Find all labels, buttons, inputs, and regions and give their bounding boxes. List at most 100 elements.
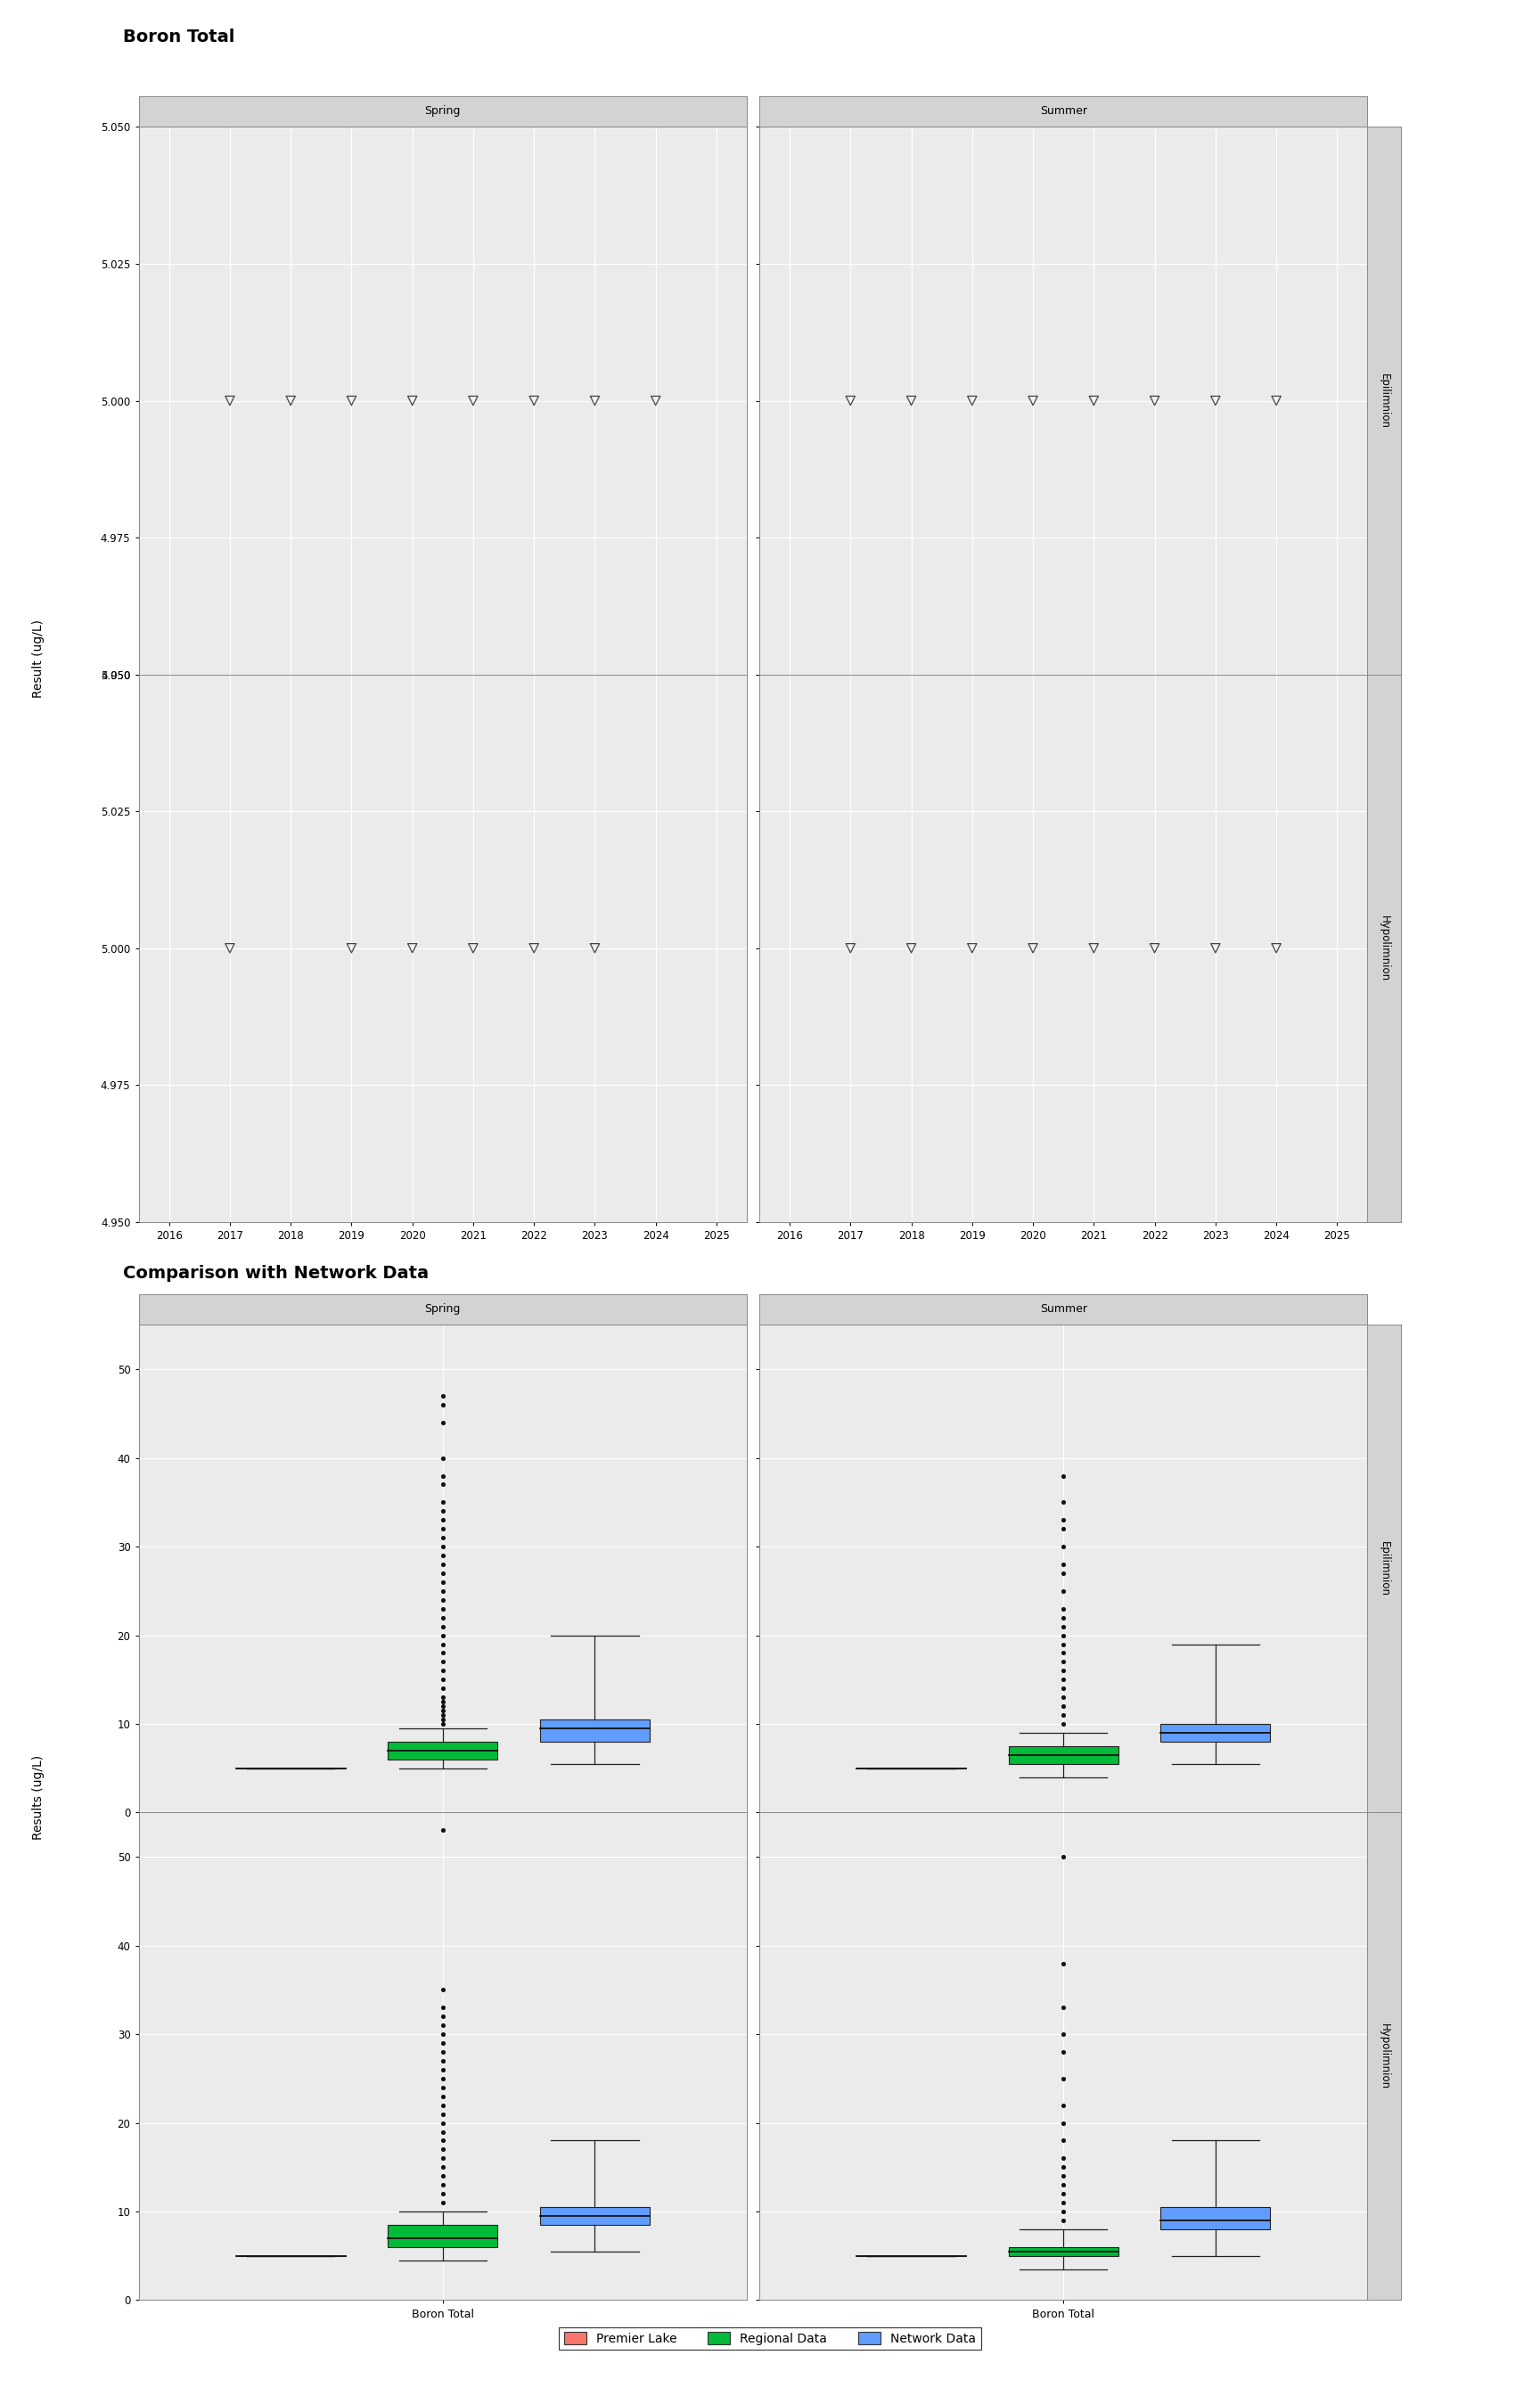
Point	[430, 1385, 456, 1423]
Point	[430, 1562, 456, 1601]
Bar	[1161, 1725, 1270, 1742]
Point	[430, 2041, 456, 2080]
Point	[430, 1457, 456, 1495]
Point	[339, 381, 363, 419]
Text: Result (ug/L): Result (ug/L)	[32, 621, 45, 697]
Point	[430, 1581, 456, 1620]
Point	[430, 1998, 456, 2037]
Point	[430, 1687, 456, 1725]
Point	[430, 2120, 456, 2159]
Point	[1081, 930, 1106, 968]
Point	[1050, 1608, 1075, 1646]
Point	[430, 1572, 456, 1610]
Point	[582, 930, 607, 968]
Text: Spring: Spring	[425, 105, 460, 117]
Point	[430, 1670, 456, 1708]
Point	[430, 1483, 456, 1521]
Point	[1081, 381, 1106, 419]
Point	[1203, 930, 1227, 968]
Bar	[1009, 2247, 1118, 2257]
Bar	[388, 2226, 497, 2247]
Point	[1203, 381, 1227, 419]
Point	[430, 1529, 456, 1567]
Point	[1050, 2166, 1075, 2204]
Point	[430, 2147, 456, 2185]
Point	[430, 1500, 456, 1538]
Point	[430, 1555, 456, 1593]
Point	[1021, 381, 1046, 419]
Point	[1050, 1457, 1075, 1495]
Point	[1050, 1989, 1075, 2027]
Point	[430, 1989, 456, 2027]
Point	[1050, 1651, 1075, 1689]
Point	[430, 1682, 456, 1720]
Point	[430, 2140, 456, 2178]
Point	[430, 1509, 456, 1548]
Point	[430, 2130, 456, 2168]
Point	[1050, 1483, 1075, 1521]
Point	[1050, 1545, 1075, 1584]
Point	[1050, 2183, 1075, 2221]
Point	[430, 1811, 456, 1850]
Point	[1050, 2156, 1075, 2195]
Point	[339, 930, 363, 968]
Point	[430, 2094, 456, 2132]
Point	[1050, 1572, 1075, 1610]
Point	[430, 2104, 456, 2142]
Legend: Premier Lake, Regional Data, Network Data: Premier Lake, Regional Data, Network Dat…	[559, 2327, 981, 2350]
Point	[430, 1651, 456, 1689]
Point	[430, 2113, 456, 2152]
Point	[217, 381, 242, 419]
Point	[1050, 2058, 1075, 2099]
Text: Summer: Summer	[1040, 1303, 1087, 1315]
Point	[1050, 2104, 1075, 2142]
Point	[460, 381, 485, 419]
Text: Comparison with Network Data: Comparison with Network Data	[123, 1265, 430, 1282]
Point	[1050, 2202, 1075, 2240]
Text: Spring: Spring	[425, 1303, 460, 1315]
Point	[430, 2015, 456, 2053]
Point	[430, 2005, 456, 2044]
Point	[430, 2176, 456, 2214]
Point	[1050, 1589, 1075, 1627]
Bar	[1161, 2207, 1270, 2228]
Point	[1050, 1555, 1075, 1593]
Point	[1050, 1634, 1075, 1672]
Point	[430, 1545, 456, 1584]
Point	[1050, 2015, 1075, 2053]
Text: Results (ug/L): Results (ug/L)	[32, 1754, 45, 1840]
Point	[430, 2025, 456, 2063]
Point	[1050, 1509, 1075, 1548]
Point	[430, 2077, 456, 2116]
Point	[430, 1624, 456, 1663]
Point	[430, 1493, 456, 1531]
Point	[430, 1634, 456, 1672]
Point	[400, 381, 425, 419]
Point	[899, 930, 924, 968]
Point	[430, 2058, 456, 2099]
Point	[1050, 2032, 1075, 2070]
Bar	[541, 2207, 650, 2226]
Text: Epilimnion: Epilimnion	[1378, 1541, 1391, 1596]
Point	[430, 1608, 456, 1646]
Point	[1050, 1615, 1075, 1653]
Point	[430, 1706, 456, 1744]
Point	[430, 1644, 456, 1682]
Point	[430, 1378, 456, 1416]
Point	[1050, 1598, 1075, 1636]
Point	[1264, 381, 1289, 419]
Point	[1050, 1687, 1075, 1725]
Point	[400, 930, 425, 968]
Text: Epilimnion: Epilimnion	[1378, 374, 1391, 429]
Point	[1050, 1943, 1075, 1981]
Point	[430, 1615, 456, 1653]
Point	[430, 2051, 456, 2089]
Point	[430, 1692, 456, 1730]
Point	[430, 1696, 456, 1735]
Point	[1050, 1670, 1075, 1708]
Point	[430, 1589, 456, 1627]
Point	[460, 930, 485, 968]
Point	[1050, 2176, 1075, 2214]
Point	[1050, 1696, 1075, 1735]
Point	[644, 381, 668, 419]
